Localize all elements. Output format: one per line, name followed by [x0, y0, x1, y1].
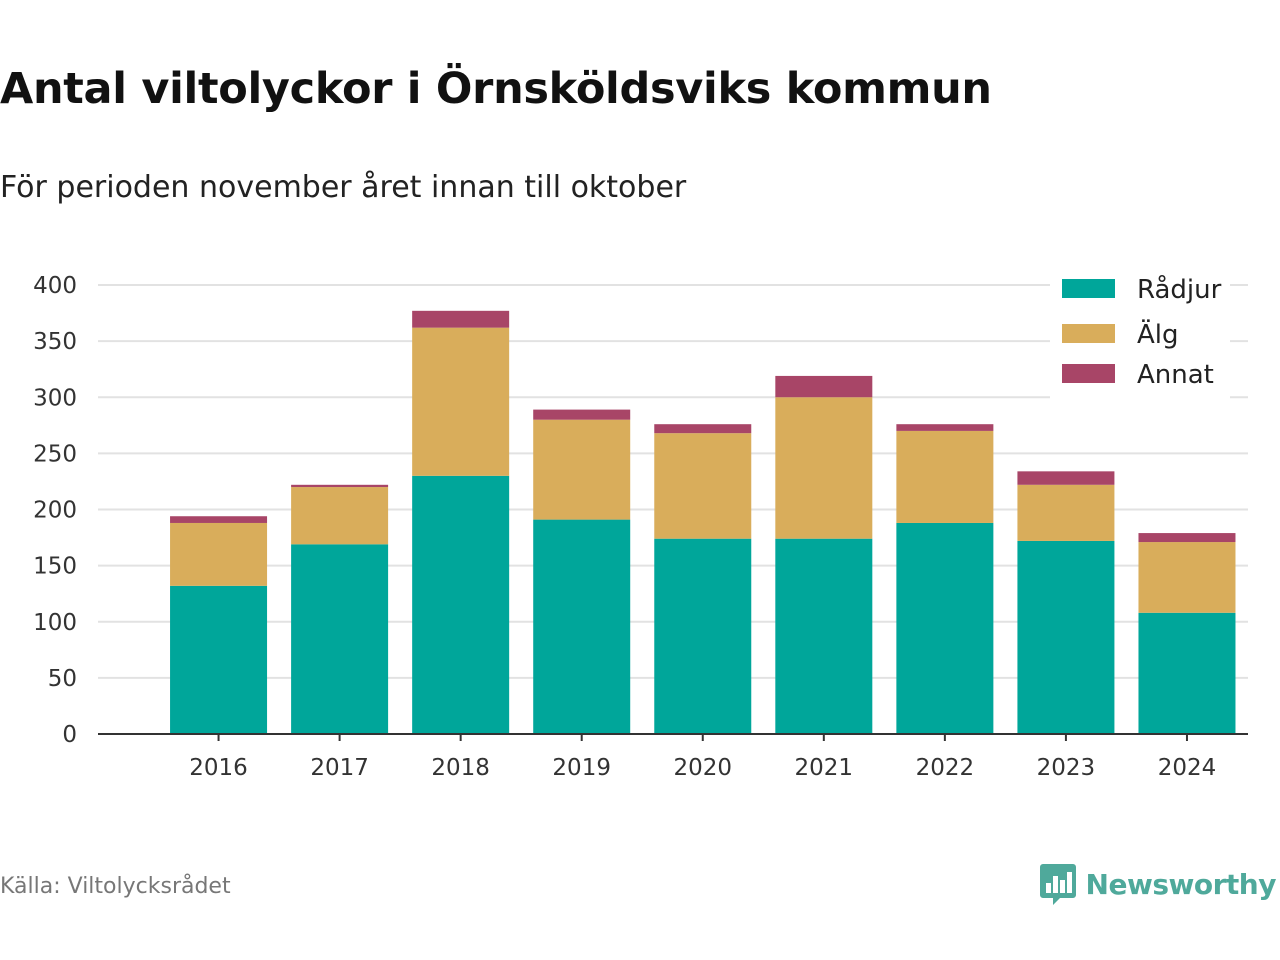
x-tick-label: 2018 [431, 755, 490, 781]
y-tick-label: 150 [33, 554, 77, 580]
legend-label: Älg [1137, 318, 1179, 350]
legend-swatch-annat [1062, 364, 1115, 383]
legend-label: Annat [1137, 360, 1214, 390]
y-tick-label: 100 [33, 610, 77, 636]
bar-segment-älg-2017 [291, 487, 389, 545]
bar-segment-annat-2017 [291, 484, 389, 488]
bar-segment-rådjur-2024 [1138, 612, 1236, 734]
legend-label: Rådjur [1137, 274, 1222, 305]
y-tick-label: 200 [33, 498, 77, 524]
x-tick-label: 2022 [916, 755, 975, 781]
legend-swatch-älg [1062, 324, 1115, 343]
x-tick-label: 2016 [189, 755, 248, 781]
bar-segment-rådjur-2019 [533, 519, 631, 734]
brand-logo: Newsworthy [1039, 862, 1277, 906]
bar-segment-rådjur-2020 [654, 538, 752, 734]
bar-segment-älg-2022 [896, 430, 994, 523]
bar-segment-rådjur-2022 [896, 522, 994, 734]
y-tick-label: 250 [33, 441, 77, 467]
x-axis-tick-labels: 2016 2017 2018 2019 2020 2021 2022 2023 2024 [189, 734, 1216, 781]
bar-segment-annat-2016 [170, 516, 268, 523]
y-axis-tick-labels: 0 50 100 150 200 250 300 350 400 [33, 273, 77, 748]
y-tick-label: 0 [62, 722, 77, 748]
bar-segment-älg-2016 [170, 522, 268, 586]
bar-segment-annat-2018 [412, 310, 510, 328]
x-tick-label: 2017 [310, 755, 369, 781]
source-note: Källa: Viltolycksrådet [0, 874, 231, 899]
bar-segment-annat-2023 [1017, 471, 1115, 485]
brand-name: Newsworthy [1085, 867, 1277, 901]
bar-segment-annat-2024 [1138, 533, 1236, 543]
bar-segment-annat-2019 [533, 409, 631, 420]
bar-segment-älg-2021 [775, 397, 873, 539]
bar-segment-rådjur-2016 [170, 585, 268, 734]
y-tick-label: 350 [33, 329, 77, 355]
x-tick-label: 2024 [1158, 755, 1217, 781]
bar-segment-älg-2020 [654, 433, 752, 539]
x-tick-label: 2023 [1037, 755, 1096, 781]
y-tick-label: 50 [48, 666, 77, 692]
x-tick-label: 2019 [552, 755, 611, 781]
y-tick-label: 400 [33, 273, 77, 299]
x-tick-label: 2021 [795, 755, 854, 781]
bar-chart-speech-bubble-icon [1039, 864, 1076, 905]
bar-segment-annat-2021 [775, 375, 873, 398]
bars [170, 310, 1236, 734]
bar-segment-älg-2023 [1017, 484, 1115, 541]
bar-segment-älg-2018 [412, 327, 510, 476]
bar-segment-rådjur-2017 [291, 544, 389, 734]
chart-title: Antal viltolyckor i Örnsköldsviks kommun [0, 64, 992, 114]
legend: Rådjur Älg Annat [1050, 272, 1230, 400]
bar-segment-rådjur-2023 [1017, 540, 1115, 734]
bar-segment-rådjur-2018 [412, 475, 510, 734]
chart-subtitle: För perioden november året innan till ok… [0, 170, 687, 205]
bar-segment-annat-2022 [896, 424, 994, 431]
bar-segment-annat-2020 [654, 424, 752, 434]
bar-segment-älg-2019 [533, 419, 631, 520]
bar-segment-rådjur-2021 [775, 538, 873, 734]
bar-segment-älg-2024 [1138, 542, 1236, 613]
y-tick-label: 300 [33, 385, 77, 411]
x-tick-label: 2020 [673, 755, 732, 781]
legend-swatch-rådjur [1062, 279, 1115, 298]
